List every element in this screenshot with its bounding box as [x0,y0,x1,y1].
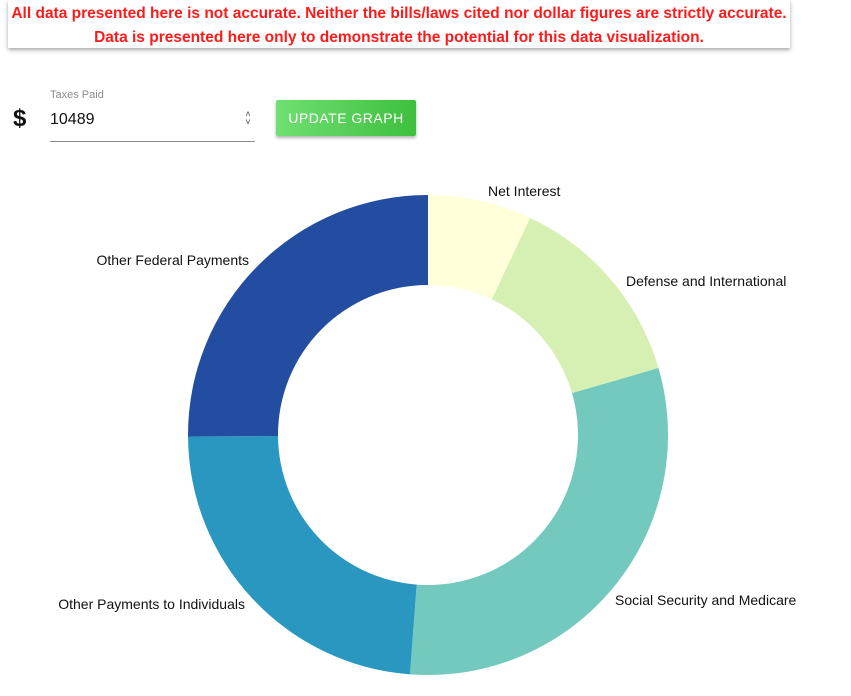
slice-labels: Net Interest Defense and International Soc… [58,183,796,612]
taxes-paid-input[interactable]: 10489 ˄ ˅ [50,106,255,142]
donut-slice-defense-and-international[interactable] [491,217,659,394]
slice-label-other-payments-to-individuals: Other Payments to Individuals [58,596,245,612]
donut-slice-net-interest[interactable] [428,195,531,300]
slice-label-social-security-and-medicare: Social Security and Medicare [615,592,797,608]
update-graph-button[interactable]: UPDATE GRAPH [276,100,416,136]
dollar-icon: $ [13,105,27,132]
taxes-paid-value[interactable]: 10489 [50,111,95,128]
disclaimer-line-2: Data is presented here only to demonstra… [94,29,704,46]
donut-slice-other-payments-to-individuals[interactable] [188,435,417,675]
taxes-paid-label: Taxes Paid [50,89,104,101]
donut-slice-social-security-and-medicare[interactable] [409,368,668,675]
slice-label-net-interest: Net Interest [488,183,560,199]
donut-slice-other-federal-payments[interactable] [187,195,428,437]
number-stepper-icon[interactable]: ˄ ˅ [245,109,251,127]
donut-slices [187,195,668,675]
disclaimer-banner: All data presented here is not accurate.… [8,0,790,48]
slice-label-other-federal-payments: Other Federal Payments [96,252,249,268]
slice-label-defense-and-international: Defense and International [626,273,786,289]
disclaimer-line-1: All data presented here is not accurate.… [11,5,787,22]
